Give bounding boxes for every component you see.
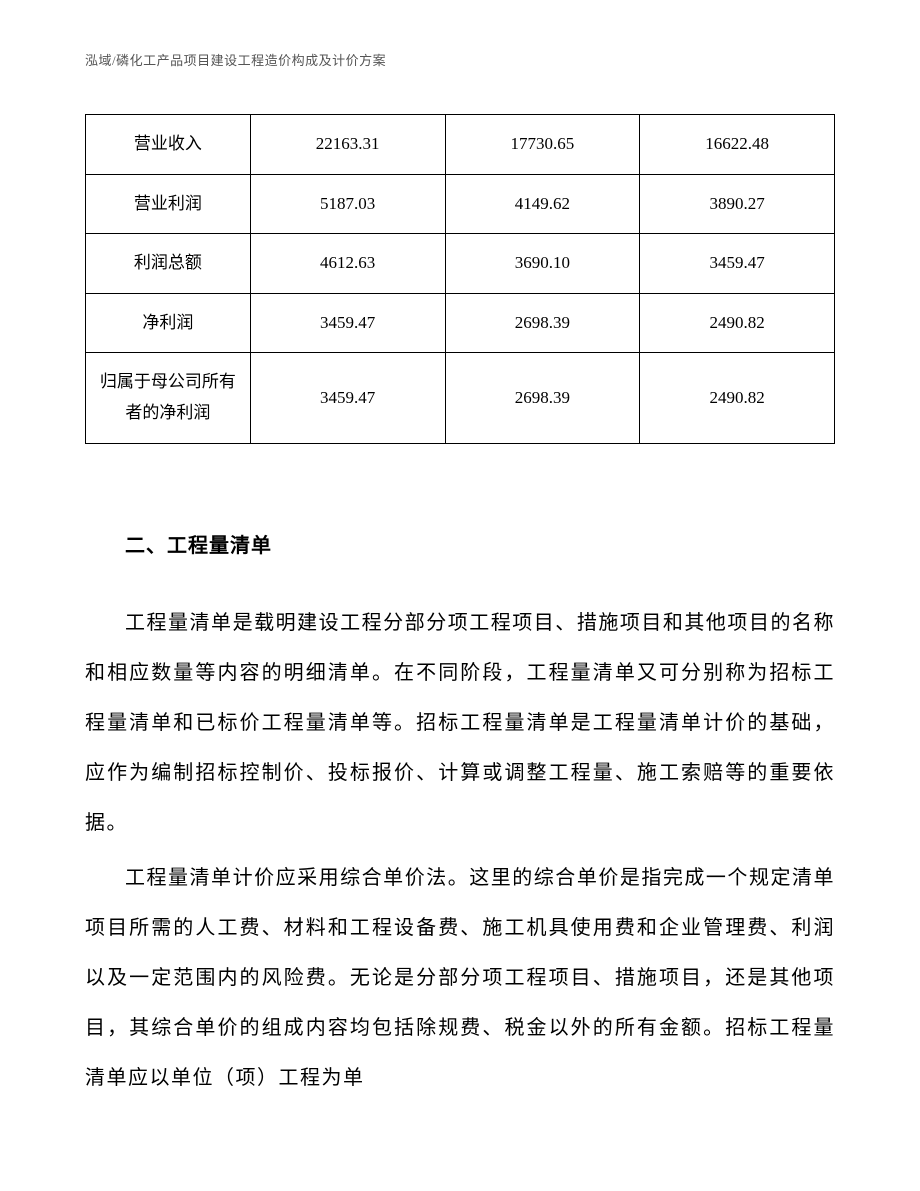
- row-label: 营业利润: [86, 174, 251, 234]
- body-paragraph: 工程量清单计价应采用综合单价法。这里的综合单价是指完成一个规定清单项目所需的人工…: [85, 853, 835, 1103]
- row-value: 3690.10: [445, 234, 640, 294]
- row-label: 归属于母公司所有者的净利润: [86, 353, 251, 443]
- row-value: 3890.27: [640, 174, 835, 234]
- row-value: 2490.82: [640, 293, 835, 353]
- table-row: 营业利润 5187.03 4149.62 3890.27: [86, 174, 835, 234]
- row-value: 3459.47: [640, 234, 835, 294]
- section-heading: 二、工程量清单: [85, 529, 835, 558]
- body-paragraph: 工程量清单是载明建设工程分部分项工程项目、措施项目和其他项目的名称和相应数量等内…: [85, 598, 835, 848]
- row-value: 16622.48: [640, 115, 835, 175]
- row-value: 3459.47: [250, 353, 445, 443]
- table-row: 营业收入 22163.31 17730.65 16622.48: [86, 115, 835, 175]
- document-header: 泓域/磷化工产品项目建设工程造价构成及计价方案: [85, 50, 835, 69]
- financial-table: 营业收入 22163.31 17730.65 16622.48 营业利润 518…: [85, 114, 835, 444]
- row-label: 净利润: [86, 293, 251, 353]
- row-value: 4612.63: [250, 234, 445, 294]
- row-value: 4149.62: [445, 174, 640, 234]
- row-label: 利润总额: [86, 234, 251, 294]
- row-value: 22163.31: [250, 115, 445, 175]
- row-value: 17730.65: [445, 115, 640, 175]
- row-value: 2490.82: [640, 353, 835, 443]
- row-value: 2698.39: [445, 293, 640, 353]
- table-row: 净利润 3459.47 2698.39 2490.82: [86, 293, 835, 353]
- table-row: 归属于母公司所有者的净利润 3459.47 2698.39 2490.82: [86, 353, 835, 443]
- row-value: 5187.03: [250, 174, 445, 234]
- row-value: 3459.47: [250, 293, 445, 353]
- row-value: 2698.39: [445, 353, 640, 443]
- row-label: 营业收入: [86, 115, 251, 175]
- table-row: 利润总额 4612.63 3690.10 3459.47: [86, 234, 835, 294]
